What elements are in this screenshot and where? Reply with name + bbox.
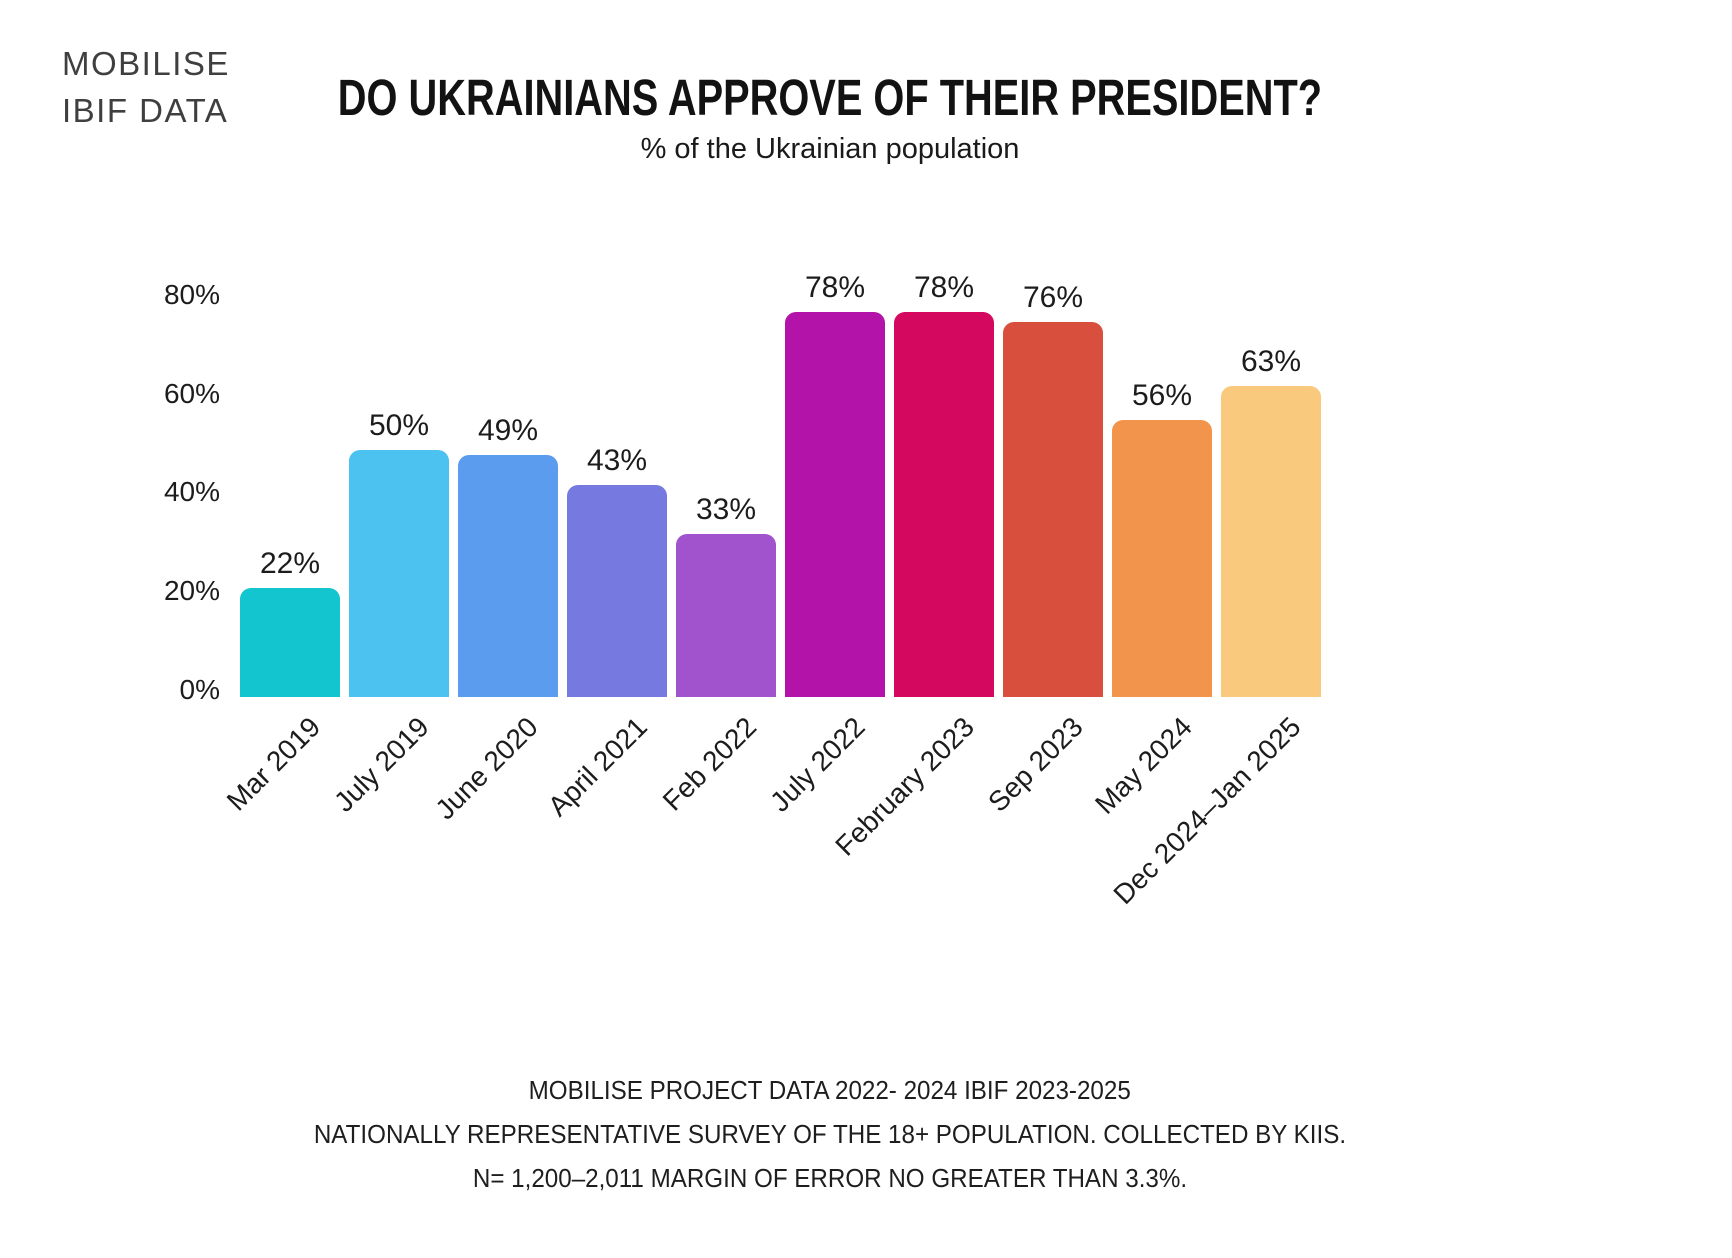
chart-subtitle: % of the Ukrainian population	[640, 133, 1020, 165]
bar	[349, 450, 449, 697]
bar-cell: 43%	[567, 444, 667, 697]
bar-value-label: 22%	[259, 547, 321, 581]
bar	[458, 454, 558, 697]
chart-title: DO UKRAINIANS APPROVE OF THEIR PRESIDENT…	[0, 68, 1660, 127]
bar-value-label: 49%	[477, 413, 539, 447]
bar-cell: 49%	[458, 414, 558, 697]
y-tick-label: 60%	[163, 377, 220, 409]
bar	[1003, 321, 1103, 697]
y-axis: 0% 20% 40% 60% 80%	[118, 267, 220, 705]
chart-title-text: DO UKRAINIANS APPROVE OF THEIR PRESIDENT…	[337, 69, 1323, 126]
bar	[785, 311, 885, 697]
bar-value-label: 63%	[1240, 344, 1302, 378]
footer-line: MOBILISE PROJECT DATA 2022- 2024 IBIF 20…	[528, 1075, 1132, 1105]
x-axis-label: Sep 2023	[982, 711, 1089, 818]
bar-value-label: 50%	[368, 409, 430, 442]
footer-line: N= 1,200–2,011 MARGIN OF ERROR NO GREATE…	[472, 1163, 1188, 1193]
bar-cell: 22%	[240, 547, 340, 697]
x-axis-label: July 2019	[328, 711, 435, 818]
x-axis: Mar 2019 July 2019 June 2020 April 2021 Feb …	[220, 711, 1321, 971]
bar	[676, 533, 776, 697]
y-tick-label: 20%	[163, 575, 220, 607]
bar-value-label: 76%	[1022, 280, 1084, 314]
bar-cell: 56%	[1112, 379, 1212, 697]
bar-cell: 78%	[894, 271, 994, 697]
x-axis-label: Dec 2024–Jan 2025	[1107, 711, 1307, 911]
footer-line: NATIONALLY REPRESENTATIVE SURVEY OF THE …	[313, 1119, 1347, 1149]
x-axis-label: Mar 2019	[220, 711, 326, 817]
bar-value-label: 78%	[913, 270, 975, 304]
bar-value-label: 56%	[1131, 379, 1193, 413]
bar	[1221, 385, 1321, 697]
brand-line-2: IBIF DATA	[62, 92, 229, 129]
bar-value-label: 43%	[586, 443, 648, 477]
y-tick-label: 0%	[179, 674, 220, 705]
x-axis-label: Feb 2022	[656, 711, 762, 817]
y-tick-label: 40%	[163, 476, 220, 508]
bar	[567, 484, 667, 697]
bar-cell: 76%	[1003, 281, 1103, 697]
brand-line-1: MOBILISE	[62, 45, 230, 82]
bar-value-label: 33%	[695, 492, 757, 526]
x-axis-label: April 2021	[541, 711, 653, 823]
bar-cell: 50%	[349, 409, 449, 697]
bar-series: 22% 50% 49% 43% 33% 78% 78% 76% 56% 63%	[240, 267, 1321, 697]
bar	[894, 311, 994, 697]
brand-label: MOBILISE IBIF DATA	[62, 40, 230, 134]
x-axis-label: May 2024	[1089, 711, 1198, 820]
bar-value-label: 78%	[804, 270, 866, 304]
x-axis-label: June 2020	[429, 711, 544, 826]
bar-cell: 63%	[1221, 345, 1321, 697]
y-tick-label: 80%	[163, 278, 220, 310]
bar-chart-plot: 22% 50% 49% 43% 33% 78% 78% 76% 56% 63%	[240, 267, 1321, 697]
x-axis-label: July 2022	[764, 711, 871, 818]
source-footer: MOBILISE PROJECT DATA 2022- 2024 IBIF 20…	[0, 1068, 1660, 1200]
bar	[1112, 420, 1212, 697]
bar	[240, 588, 340, 697]
bar-cell: 33%	[676, 493, 776, 697]
bar-cell: 78%	[785, 271, 885, 697]
